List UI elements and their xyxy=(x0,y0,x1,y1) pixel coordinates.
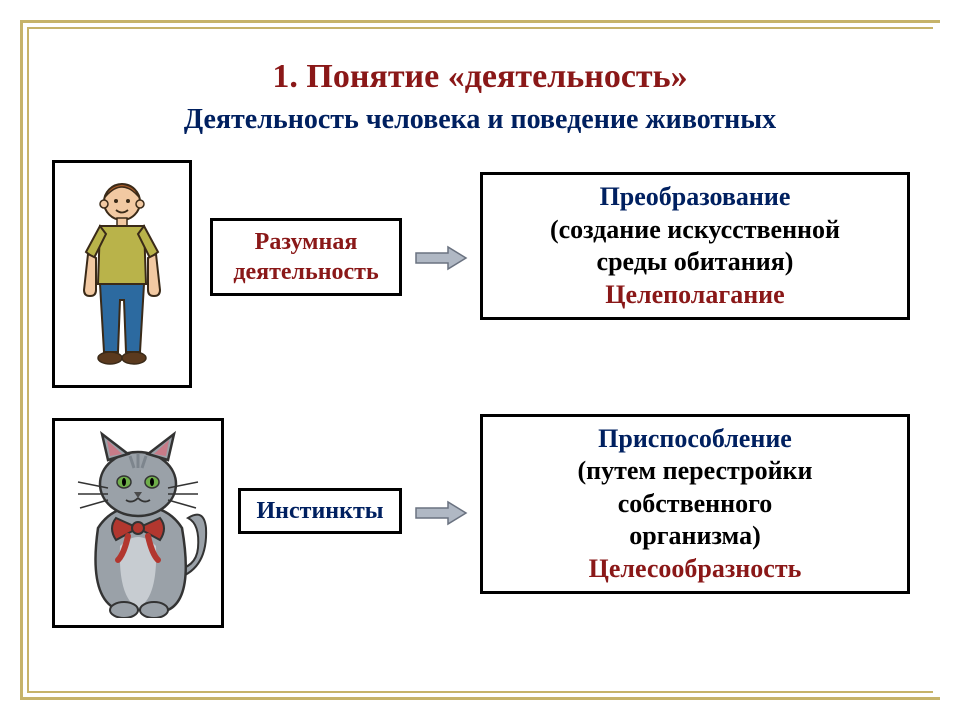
cat-icon xyxy=(58,428,218,618)
text-line: Приспособление xyxy=(598,423,792,456)
result-box-adaptation: Приспособление(путем перестройкисобствен… xyxy=(480,414,910,594)
text-line: Целесообразность xyxy=(589,553,802,586)
frame-top-outer xyxy=(20,20,940,23)
frame-top-inner xyxy=(27,27,933,29)
label-box-instincts: Инстинкты xyxy=(238,488,402,534)
label-box-rational-activity: Разумнаядеятельность xyxy=(210,218,402,296)
result-box-transformation: Преобразование(создание искусственнойсре… xyxy=(480,172,910,320)
text-line: организма) xyxy=(629,520,761,553)
slide-subtitle: Деятельность человека и поведение животн… xyxy=(0,104,960,136)
text-line: Целеполагание xyxy=(605,279,784,312)
text-line: (создание искусственной xyxy=(550,214,840,247)
arrow-1 xyxy=(414,245,468,271)
person-icon xyxy=(62,174,182,374)
text-line: Инстинкты xyxy=(257,496,384,526)
text-line: среды обитания) xyxy=(597,246,794,279)
image-box-human xyxy=(52,160,192,388)
arrow-right-icon xyxy=(414,500,468,526)
text-line: деятельность xyxy=(233,257,378,287)
text-line: Преобразование xyxy=(600,181,791,214)
arrow-2 xyxy=(414,500,468,526)
arrow-right-icon xyxy=(414,245,468,271)
frame-bottom-outer xyxy=(20,697,940,700)
text-line: Разумная xyxy=(255,227,358,257)
text-line: (путем перестройки xyxy=(577,455,812,488)
text-line: собственного xyxy=(618,488,773,521)
frame-bottom-inner xyxy=(27,691,933,693)
slide-title: 1. Понятие «деятельность» xyxy=(0,58,960,96)
image-box-cat xyxy=(52,418,224,628)
